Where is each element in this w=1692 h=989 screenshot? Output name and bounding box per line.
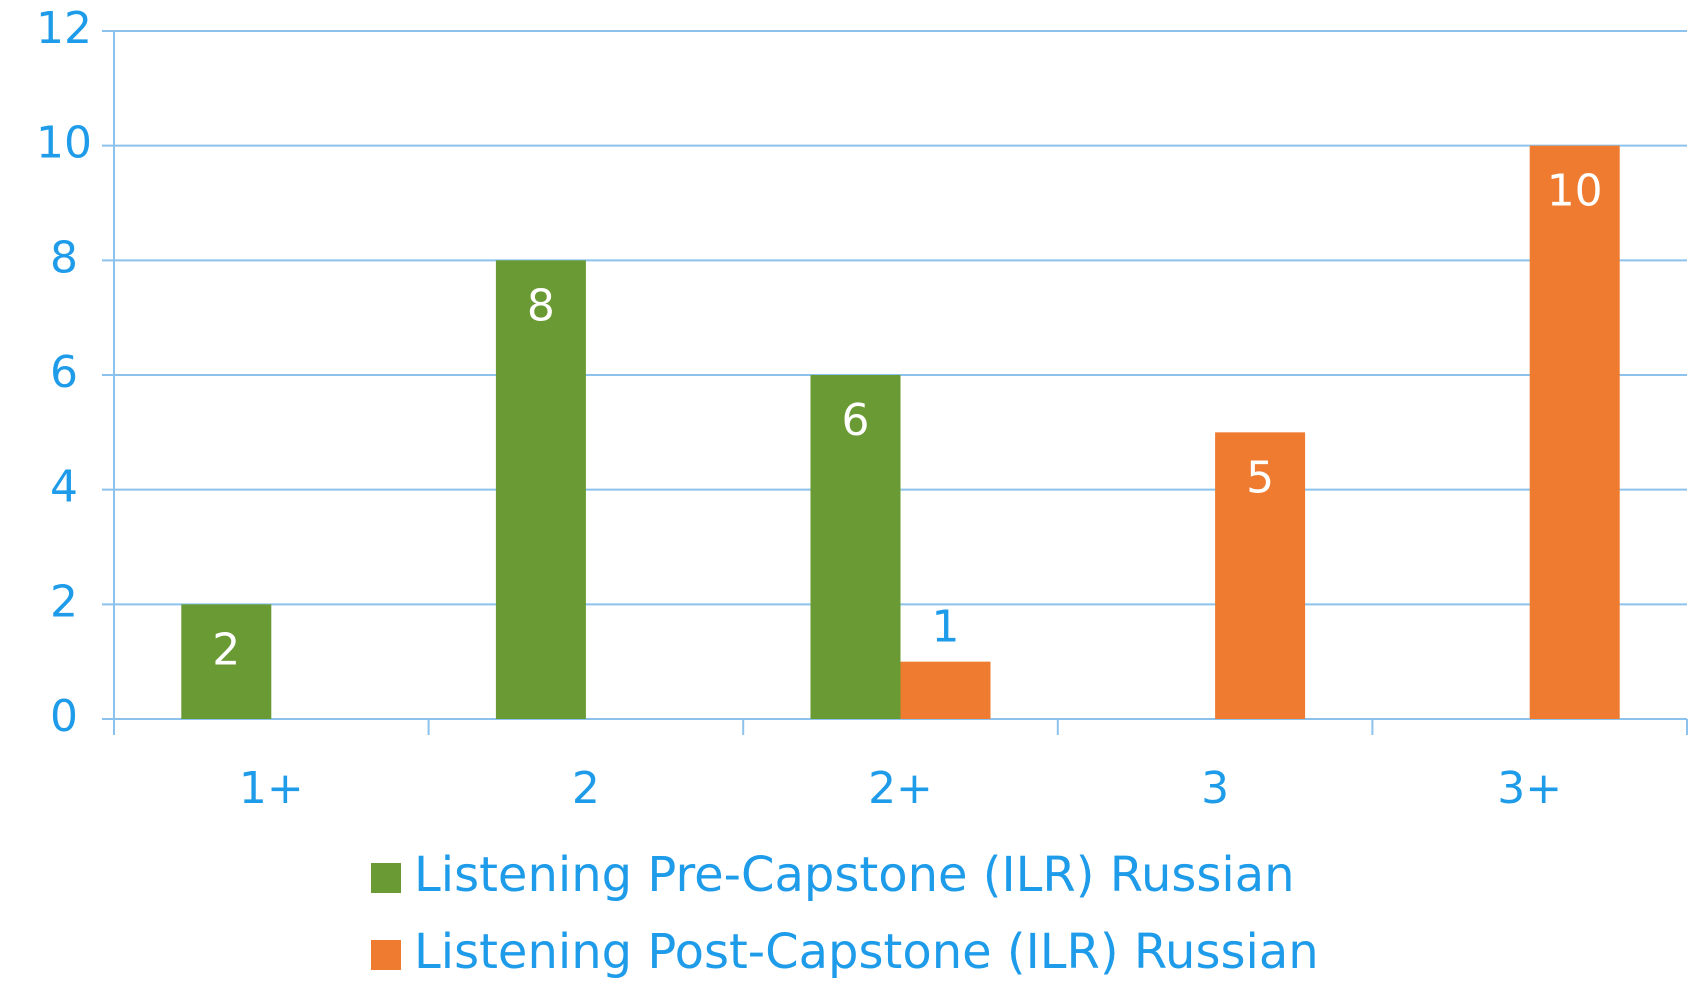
x-tick-label: 3+ (1497, 763, 1562, 814)
value-label: 6 (842, 395, 870, 446)
legend-swatch (371, 940, 401, 970)
bar (810, 375, 901, 719)
y-tick-label: 0 (50, 691, 78, 742)
bar (1215, 432, 1306, 719)
y-tick-label: 12 (36, 3, 92, 54)
x-tick-label: 2 (572, 763, 600, 814)
legend-label: Listening Post-Capstone (ILR) Russian (414, 924, 1319, 980)
y-tick-label: 4 (50, 462, 78, 513)
value-label: 1 (932, 602, 960, 653)
x-tick-label: 3 (1201, 763, 1229, 814)
value-label: 2 (212, 624, 240, 675)
bar (181, 604, 272, 719)
bar (495, 260, 586, 719)
value-label: 10 (1547, 166, 1603, 217)
x-tick-label: 1+ (239, 763, 304, 814)
x-tick-label: 2+ (868, 763, 933, 814)
legend-label: Listening Pre-Capstone (ILR) Russian (414, 847, 1295, 903)
legend-swatch (371, 863, 401, 893)
y-tick-label: 2 (50, 576, 78, 627)
value-label: 8 (527, 280, 555, 331)
bar (900, 661, 991, 719)
bar (1529, 145, 1620, 719)
y-tick-label: 6 (50, 347, 78, 398)
y-tick-label: 8 (50, 232, 78, 283)
value-label: 5 (1246, 452, 1274, 503)
y-tick-label: 10 (36, 118, 92, 169)
